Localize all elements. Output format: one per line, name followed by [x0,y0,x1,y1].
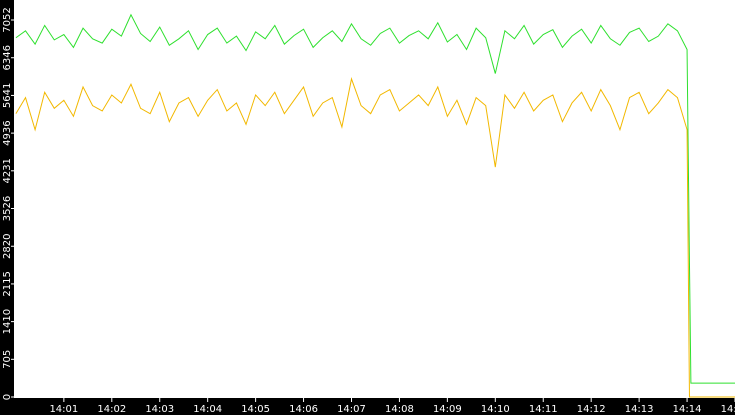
x-tick-label: 14:07 [337,404,366,415]
x-tick-label: 14:15 [721,404,735,415]
series-line [15,13,735,384]
y-tick-label: 2115 [2,271,13,296]
y-tick-label: 2820 [2,234,13,259]
x-tick-label: 14:03 [145,404,174,415]
x-tick-label: 14:14 [673,404,702,415]
y-tick-label: 0 [2,394,13,400]
y-tick-label: 6346 [2,45,13,70]
y-tick-label: 705 [2,350,13,369]
y-tick-label: 1410 [2,309,13,334]
series-line [15,77,735,398]
y-tick-label: 5641 [2,83,13,108]
y-tick-label: 3526 [2,196,13,221]
x-tick-label: 14:13 [625,404,654,415]
x-axis-strip [0,398,735,415]
x-tick-label: 14:02 [97,404,126,415]
x-tick-label: 14:05 [241,404,270,415]
x-tick-label: 14:12 [577,404,606,415]
x-tick-label: 14:10 [481,404,510,415]
x-tick-label: 14:01 [49,404,78,415]
y-tick-label: 7052 [2,7,13,32]
y-tick-label: 4231 [2,158,13,183]
x-tick-label: 14:08 [385,404,414,415]
y-tick-label: 4936 [2,120,13,145]
x-tick-label: 14:04 [193,404,222,415]
x-tick-label: 14:06 [289,404,318,415]
x-tick-label: 14:11 [529,404,558,415]
x-tick-label: 14:09 [433,404,462,415]
y-axis-strip [0,0,14,415]
